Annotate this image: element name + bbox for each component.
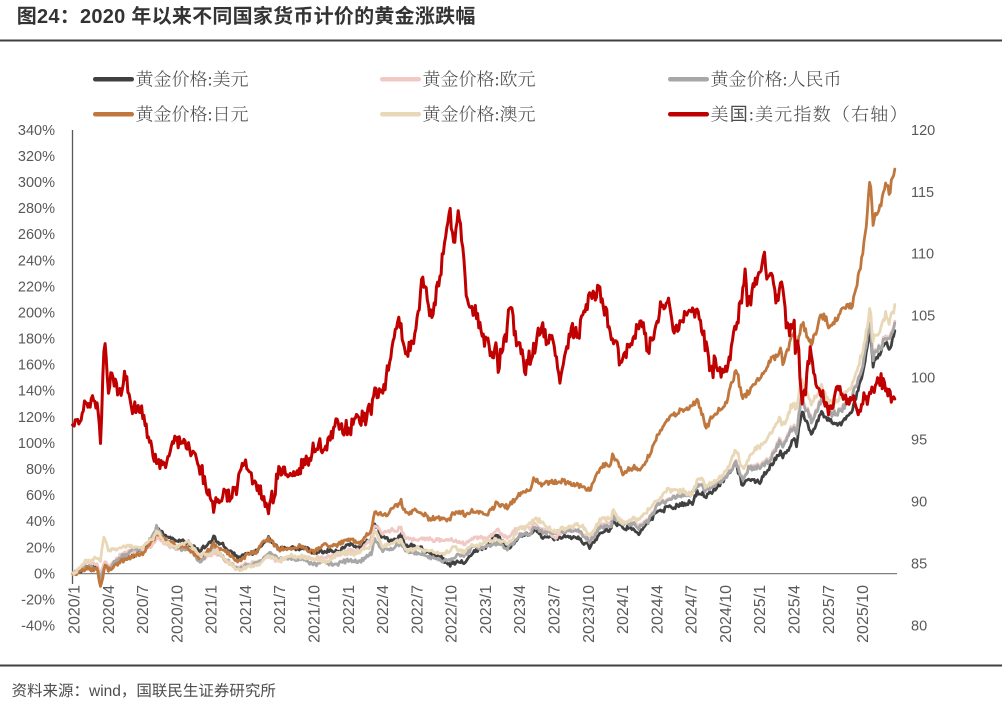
svg-text:2023/1: 2023/1 bbox=[478, 585, 495, 634]
svg-text:2020/4: 2020/4 bbox=[101, 585, 118, 634]
svg-text:300%: 300% bbox=[18, 175, 55, 191]
svg-text:90: 90 bbox=[911, 495, 927, 511]
svg-text:320%: 320% bbox=[18, 149, 55, 165]
svg-text:80: 80 bbox=[911, 619, 927, 635]
svg-text:160%: 160% bbox=[18, 358, 55, 374]
svg-text:2025/4: 2025/4 bbox=[787, 585, 804, 634]
svg-text:2021/10: 2021/10 bbox=[307, 585, 324, 643]
svg-text:2024/1: 2024/1 bbox=[615, 585, 632, 634]
svg-text:240%: 240% bbox=[18, 253, 55, 269]
svg-text:2021/7: 2021/7 bbox=[272, 585, 289, 634]
svg-text:100: 100 bbox=[911, 371, 935, 387]
svg-text:20%: 20% bbox=[26, 540, 55, 556]
svg-text:2025/10: 2025/10 bbox=[855, 585, 872, 643]
svg-text:2020/7: 2020/7 bbox=[135, 585, 152, 634]
svg-text:2024/4: 2024/4 bbox=[649, 585, 666, 634]
svg-text:2023/7: 2023/7 bbox=[547, 585, 564, 634]
svg-text:黄金价格:美元: 黄金价格:美元 bbox=[136, 70, 249, 90]
svg-text:图24：2020 年以来不同国家货币计价的黄金涨跌幅: 图24：2020 年以来不同国家货币计价的黄金涨跌幅 bbox=[17, 5, 476, 28]
svg-text:黄金价格:欧元: 黄金价格:欧元 bbox=[423, 70, 536, 90]
svg-text:105: 105 bbox=[911, 309, 935, 325]
svg-text:-40%: -40% bbox=[21, 619, 55, 635]
svg-text:95: 95 bbox=[911, 433, 927, 449]
svg-text:220%: 220% bbox=[18, 279, 55, 295]
svg-text:2024/7: 2024/7 bbox=[684, 585, 701, 634]
svg-text:85: 85 bbox=[911, 557, 927, 573]
svg-text:2020/1: 2020/1 bbox=[66, 585, 83, 634]
svg-text:美国:美元指数（右轴）: 美国:美元指数（右轴） bbox=[711, 105, 909, 125]
svg-text:120: 120 bbox=[911, 123, 935, 139]
svg-text:2024/10: 2024/10 bbox=[718, 585, 735, 643]
svg-text:80%: 80% bbox=[26, 462, 55, 478]
svg-text:120%: 120% bbox=[18, 410, 55, 426]
svg-text:100%: 100% bbox=[18, 436, 55, 452]
svg-text:200%: 200% bbox=[18, 306, 55, 322]
svg-text:2022/4: 2022/4 bbox=[375, 585, 392, 634]
svg-text:黄金价格:人民币: 黄金价格:人民币 bbox=[711, 70, 842, 90]
svg-text:140%: 140% bbox=[18, 384, 55, 400]
svg-text:60%: 60% bbox=[26, 488, 55, 504]
svg-text:2023/10: 2023/10 bbox=[581, 585, 598, 643]
svg-text:黄金价格:日元: 黄金价格:日元 bbox=[136, 105, 249, 125]
svg-text:2023/4: 2023/4 bbox=[512, 585, 529, 634]
svg-text:260%: 260% bbox=[18, 227, 55, 243]
svg-text:115: 115 bbox=[911, 185, 934, 201]
svg-text:黄金价格:澳元: 黄金价格:澳元 bbox=[423, 105, 536, 125]
svg-text:180%: 180% bbox=[18, 332, 55, 348]
svg-text:340%: 340% bbox=[18, 123, 55, 139]
svg-text:2022/1: 2022/1 bbox=[341, 585, 358, 634]
svg-text:2022/7: 2022/7 bbox=[409, 585, 426, 634]
svg-text:0%: 0% bbox=[34, 566, 55, 582]
svg-text:40%: 40% bbox=[26, 514, 55, 530]
svg-text:2021/4: 2021/4 bbox=[238, 585, 255, 634]
svg-text:-20%: -20% bbox=[21, 593, 55, 609]
svg-text:资料来源：wind，国联民生证券研究所: 资料来源：wind，国联民生证券研究所 bbox=[12, 682, 276, 700]
svg-text:2025/1: 2025/1 bbox=[752, 585, 769, 634]
svg-text:2025/7: 2025/7 bbox=[821, 585, 838, 634]
svg-text:2022/10: 2022/10 bbox=[444, 585, 461, 643]
svg-text:280%: 280% bbox=[18, 201, 55, 217]
svg-text:110: 110 bbox=[911, 247, 934, 263]
svg-text:2020/10: 2020/10 bbox=[169, 585, 186, 643]
svg-text:2021/1: 2021/1 bbox=[204, 585, 221, 634]
